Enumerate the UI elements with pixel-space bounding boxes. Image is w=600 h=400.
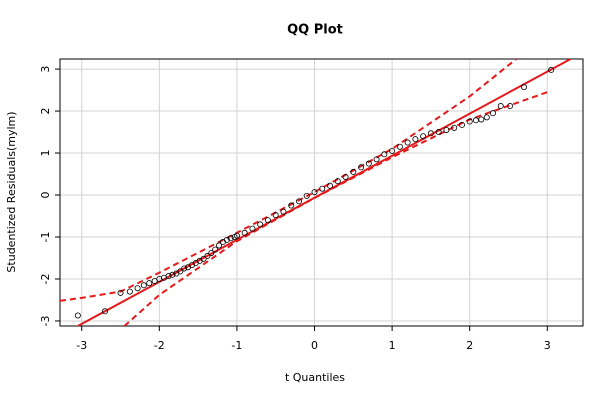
point [521,84,528,91]
point [146,280,153,287]
point [249,225,256,232]
point [311,189,318,196]
y-tick-label: 2 [39,108,52,115]
point [200,255,207,262]
confidence-band [123,91,548,326]
point [241,229,248,236]
point [451,124,458,131]
plot-frame [59,58,584,327]
point [134,285,141,292]
point [181,265,188,272]
point [443,126,450,133]
point [257,221,264,228]
point [223,236,230,243]
point [435,129,442,136]
point [478,116,485,123]
point [102,308,109,315]
point [165,273,172,280]
point [412,136,419,143]
y-tick-label: -1 [39,232,52,243]
point [272,212,279,219]
point [295,198,302,205]
point [169,271,176,278]
x-tick-label: -1 [231,339,242,352]
point [466,118,473,125]
point [303,192,310,199]
point [458,121,465,128]
x-axis-label: t Quantiles [285,371,345,384]
point [350,168,357,175]
reference-line [75,59,573,326]
y-tick-label: 1 [39,150,52,157]
point [373,156,380,163]
point [404,139,411,146]
point [483,114,490,121]
point [140,282,147,289]
x-tick-label: -2 [154,339,165,352]
point [497,103,504,110]
point [327,182,334,189]
point [319,185,326,192]
point [342,173,349,180]
x-tick-label: -3 [76,339,87,352]
point [204,252,211,259]
x-tick-label: 0 [311,339,318,352]
point [427,130,434,137]
point [472,117,479,124]
y-axis-label: Studentized Residuals(mylm) [5,111,18,272]
y-tick-label: -3 [39,315,52,326]
point [396,143,403,150]
point [381,151,388,158]
point [548,66,555,73]
point [280,208,287,215]
point [507,103,514,110]
x-tick-label: 3 [544,339,551,352]
y-tick-label: 0 [39,192,52,199]
point [227,235,234,242]
point [264,217,271,224]
x-tick-label: 2 [466,339,473,352]
point [420,133,427,140]
y-tick-label: 3 [39,66,52,73]
point [358,164,365,171]
point [365,160,372,167]
point [177,268,184,275]
point [288,202,295,209]
point [212,246,219,253]
point [233,232,240,239]
y-tick-label: -2 [39,273,52,284]
point [489,110,496,117]
point [126,288,133,295]
point [389,147,396,154]
point [117,289,124,296]
point [74,312,81,319]
point [216,242,223,249]
point [334,178,341,185]
confidence-band [60,59,517,302]
chart-title: QQ Plot [287,23,343,38]
point [208,249,215,256]
x-tick-label: 1 [389,339,396,352]
